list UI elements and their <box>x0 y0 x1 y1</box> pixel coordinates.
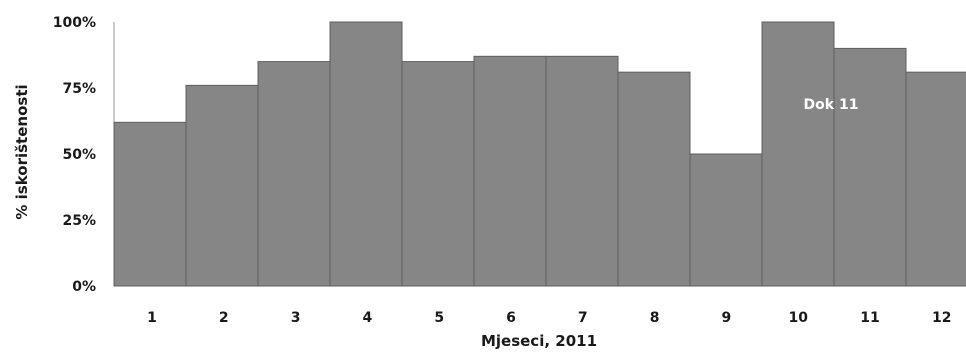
x-tick-label: 3 <box>291 310 301 326</box>
bar-9 <box>689 153 763 287</box>
x-tick-label: 7 <box>578 310 588 326</box>
x-tick-label: 8 <box>650 310 660 326</box>
y-tick-label: 0% <box>72 279 96 295</box>
bar-12 <box>905 71 966 287</box>
y-axis-label: % iskorištenosti <box>13 84 31 219</box>
bar-2 <box>185 84 259 287</box>
bar-10 <box>761 21 835 287</box>
y-tick-label: 100% <box>53 15 96 31</box>
x-tick-label: 4 <box>363 310 373 326</box>
y-tick-label: 75% <box>62 81 96 97</box>
x-tick-label: 11 <box>860 310 879 326</box>
bar-annotation: Dok 11 <box>804 97 859 113</box>
bar-8 <box>617 71 691 287</box>
bar-11 <box>833 47 907 287</box>
bar-5 <box>401 61 475 287</box>
x-tick-label: 1 <box>147 310 157 326</box>
x-tick-label: 5 <box>434 310 444 326</box>
y-tick-label: 50% <box>62 147 96 163</box>
x-tick-label: 2 <box>219 310 229 326</box>
x-axis-label: Mjeseci, 2011 <box>481 332 597 350</box>
x-tick-label: 12 <box>932 310 951 326</box>
x-tick-label: 10 <box>788 310 808 326</box>
x-tick-label: 6 <box>506 310 516 326</box>
bar-7 <box>545 55 619 287</box>
bar-3 <box>257 61 331 287</box>
y-tick-label: 25% <box>62 213 96 229</box>
bar-4 <box>329 21 403 287</box>
bar-6 <box>473 55 547 287</box>
x-tick-label: 9 <box>722 310 732 326</box>
bar-1 <box>113 121 187 287</box>
